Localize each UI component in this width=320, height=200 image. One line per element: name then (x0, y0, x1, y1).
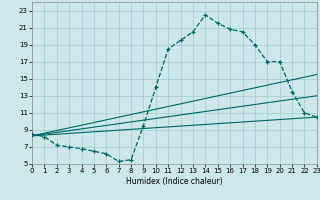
X-axis label: Humidex (Indice chaleur): Humidex (Indice chaleur) (126, 177, 223, 186)
